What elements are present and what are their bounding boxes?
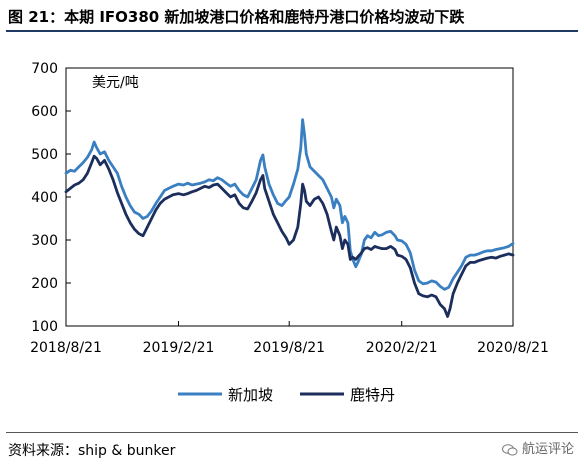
y-tick-label: 500	[31, 147, 58, 163]
unit-label: 美元/吨	[92, 75, 139, 91]
wechat-icon	[501, 443, 518, 455]
legend: 新加坡 鹿特丹	[178, 386, 395, 404]
x-tick-label: 2020/2/21	[366, 340, 438, 356]
source-note: 资料来源：ship & bunker	[8, 443, 176, 459]
line-chart: 100 200 300 400 500 600 700 2018/8/21 2019/2/21…	[30, 61, 549, 404]
figure-title: 图 21：本期 IFO380 新加坡港口价格和鹿特丹港口价格均波动下跌	[8, 8, 465, 26]
x-tick-label: 2019/8/21	[253, 340, 325, 356]
footer-rule	[6, 432, 578, 433]
legend-label-2: 鹿特丹	[350, 386, 395, 404]
x-tick-label: 2019/2/21	[143, 340, 215, 356]
series-lines	[64, 118, 515, 318]
y-axis: 100 200 300 400 500 600 700	[31, 61, 71, 335]
y-tick-label: 300	[31, 233, 58, 249]
x-tick-label: 2018/8/21	[30, 340, 102, 356]
watermark: 航运评论	[501, 438, 574, 457]
y-tick-label: 200	[31, 276, 58, 292]
title-rule	[6, 30, 578, 32]
x-tick-label: 2020/8/21	[477, 340, 549, 356]
y-tick-label: 700	[31, 61, 58, 77]
y-tick-label: 100	[31, 319, 58, 335]
y-tick-label: 600	[31, 104, 58, 120]
watermark-text: 航运评论	[521, 442, 574, 457]
x-axis: 2018/8/21 2019/2/21 2019/8/21 2020/2/21 2020…	[30, 321, 549, 356]
series-line-1	[64, 118, 515, 291]
y-tick-label: 400	[31, 190, 58, 206]
series-line-2	[64, 154, 515, 318]
legend-label-1: 新加坡	[228, 386, 273, 404]
